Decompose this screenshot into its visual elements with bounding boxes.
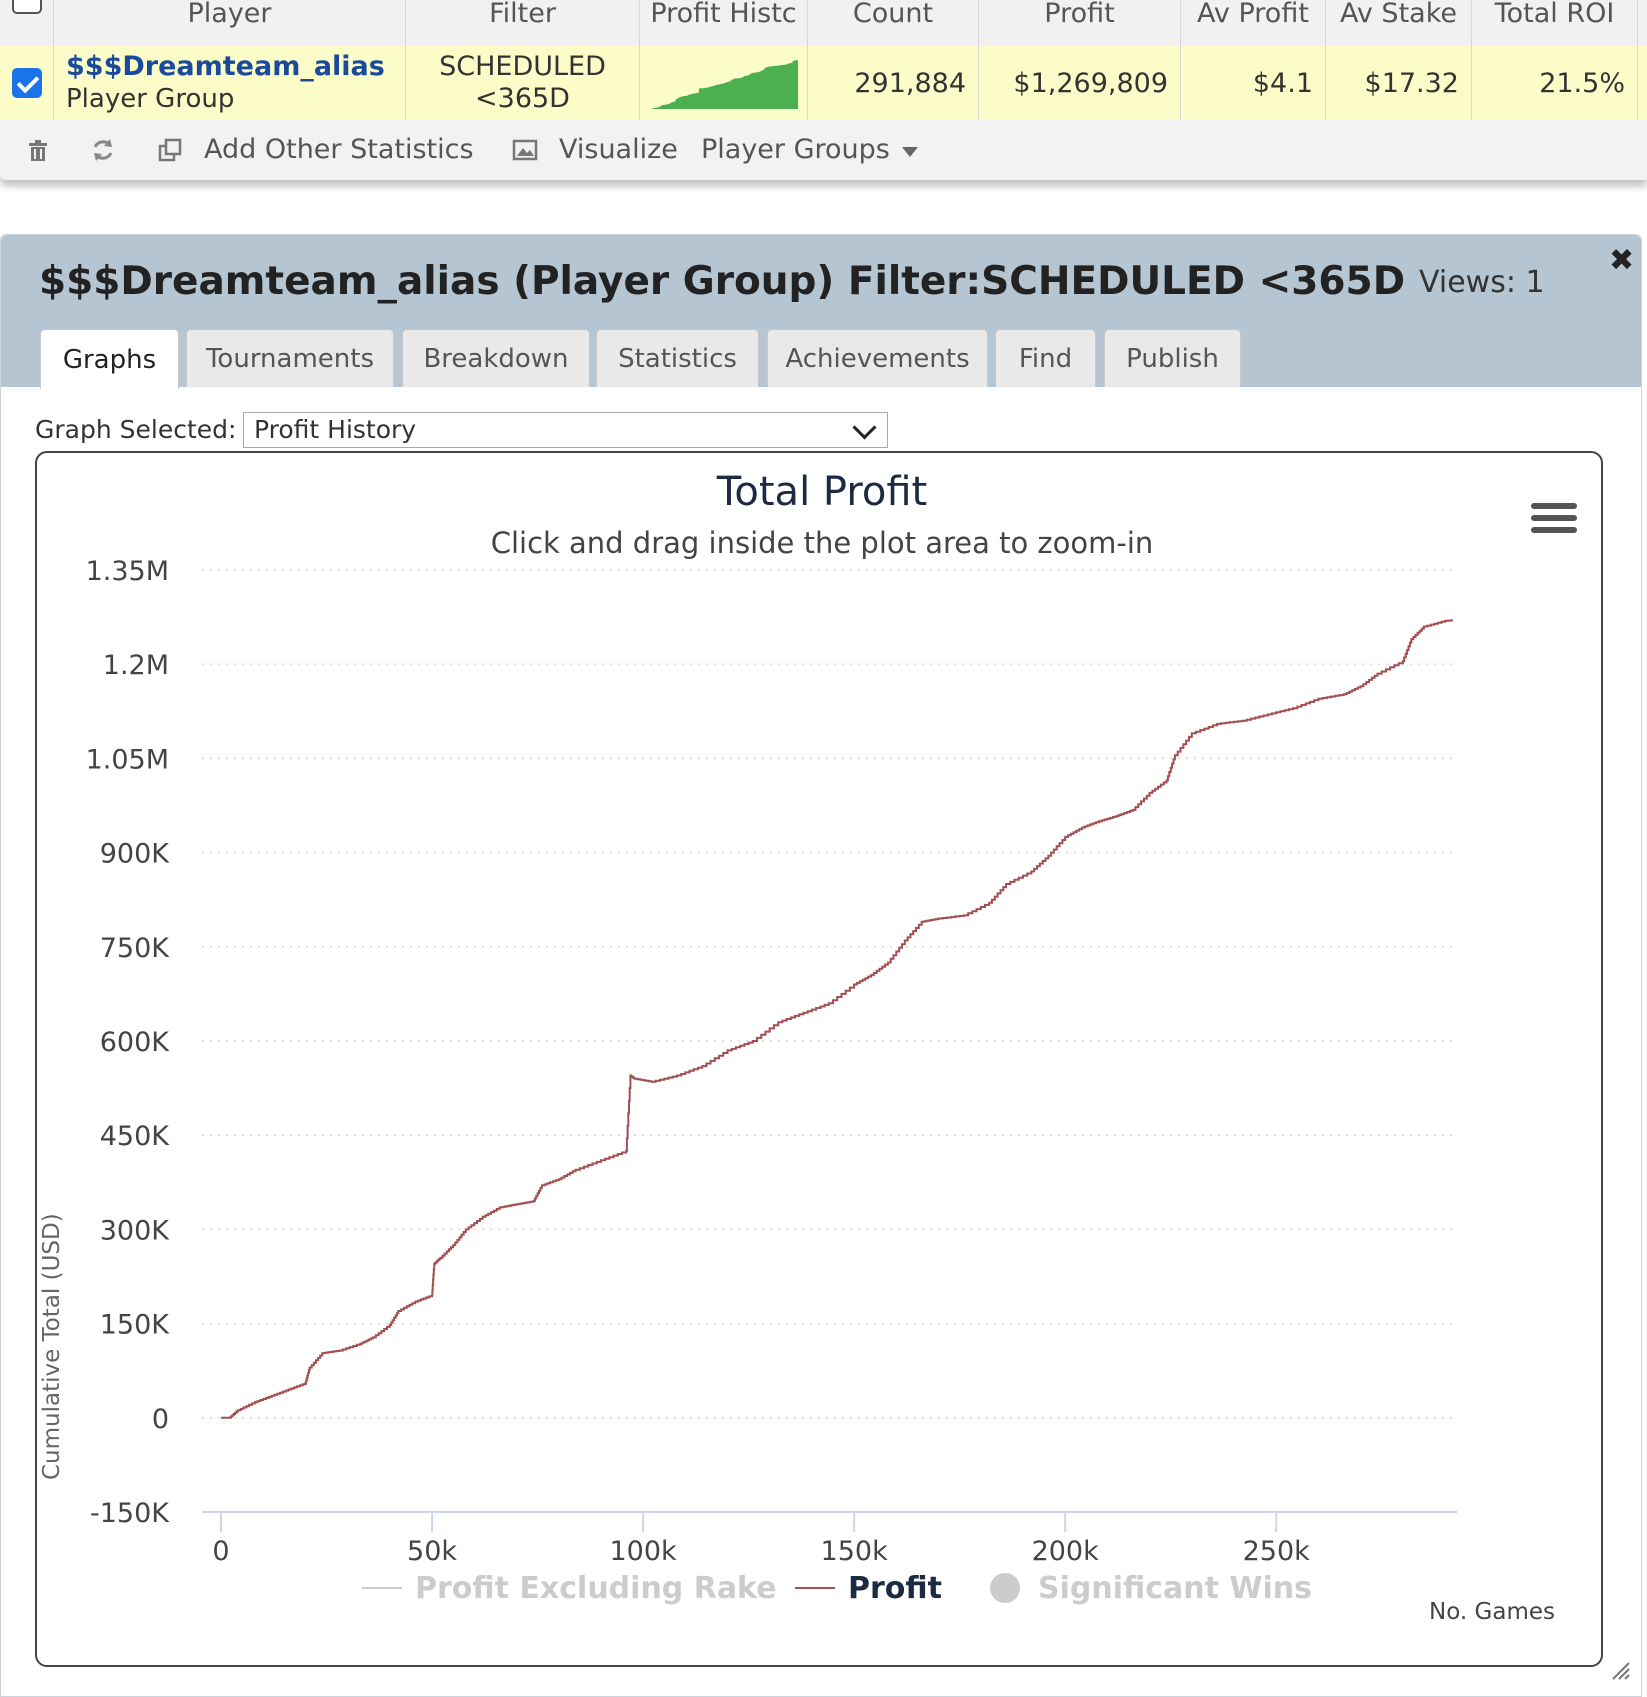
table-row[interactable]: $$$Dreamteam_alias Player Group SCHEDULE…	[0, 46, 1647, 120]
count-value: 291,884	[808, 46, 979, 120]
column-header-profit[interactable]: Profit	[979, 0, 1181, 46]
x-tick-label: 200k	[1032, 1536, 1100, 1567]
y-tick-label: 450K	[100, 1121, 171, 1152]
image-icon[interactable]	[512, 137, 538, 163]
x-tick-label: 50k	[407, 1536, 457, 1567]
av-profit-value: $4.1	[1181, 46, 1326, 120]
table-header-row: Player Filter Profit Histc Count Profit …	[0, 0, 1647, 47]
x-tick-label: 250k	[1243, 1536, 1311, 1567]
row-checkbox[interactable]	[11, 68, 42, 98]
legend: Profit Excluding Rake Profit Significant…	[362, 1571, 1312, 1606]
column-header-count[interactable]: Count	[808, 0, 979, 46]
profit-history-cell	[640, 46, 808, 120]
tab-breakdown[interactable]: Breakdown	[402, 329, 590, 387]
y-tick-label: 0	[152, 1404, 169, 1435]
y-tick-label: 150K	[100, 1310, 171, 1341]
player-cell: $$$Dreamteam_alias Player Group	[54, 46, 406, 120]
resize-handle-icon[interactable]	[1609, 1659, 1631, 1681]
legend-item-profit[interactable]: Profit	[848, 1571, 942, 1606]
filter-line-2: <365D	[475, 83, 570, 114]
x-axis-title: No. Games	[1429, 1599, 1555, 1625]
sparkline-area	[649, 60, 798, 109]
results-table: Player Filter Profit Histc Count Profit …	[0, 0, 1647, 180]
column-header-av-stake[interactable]: Av Stake	[1326, 0, 1472, 46]
y-tick-label: 900K	[100, 839, 171, 870]
tab-achievements[interactable]: Achievements	[767, 329, 988, 387]
trash-icon[interactable]	[25, 137, 51, 163]
y-tick-label: 1.05M	[86, 744, 169, 775]
profit-chart[interactable]: -150K 0 150K 300K 450K 600K 750K 900K 1.05M 1.2M 1…	[37, 453, 1601, 1665]
add-stats-icon[interactable]	[157, 137, 183, 163]
graph-selected-label: Graph Selected:	[35, 415, 237, 444]
legend-significant-wins-symbol	[990, 1573, 1020, 1603]
select-all-checkbox[interactable]	[11, 0, 42, 14]
select-all-cell	[0, 0, 54, 46]
refresh-icon[interactable]	[90, 137, 116, 163]
tab-statistics[interactable]: Statistics	[596, 329, 759, 387]
y-tick-label: -150K	[90, 1498, 170, 1529]
visualize-button[interactable]: Visualize	[559, 134, 678, 165]
y-tick-label: 300K	[100, 1215, 171, 1246]
legend-item-profit-excluding-rake[interactable]: Profit Excluding Rake	[415, 1571, 777, 1606]
chart-container[interactable]: -150K 0 150K 300K 450K 600K 750K 900K 1.05M 1.2M 1…	[35, 451, 1603, 1667]
menu-icon[interactable]	[1531, 503, 1577, 533]
filter-cell: SCHEDULED <365D	[406, 46, 640, 120]
graph-select-value: Profit History	[254, 415, 417, 444]
chevron-down-icon	[852, 415, 877, 440]
tab-publish[interactable]: Publish	[1104, 329, 1241, 387]
tab-graphs[interactable]: Graphs	[40, 329, 179, 389]
caret-down-icon[interactable]	[902, 147, 918, 157]
chart-title: Total Profit	[716, 469, 927, 515]
x-tick-label: 100k	[609, 1536, 677, 1567]
total-roi-value: 21.5%	[1472, 46, 1638, 120]
y-tick-label: 600K	[100, 1027, 171, 1058]
tab-tournaments[interactable]: Tournaments	[186, 329, 394, 387]
y-tick-label: 750K	[100, 933, 171, 964]
column-header-filter[interactable]: Filter	[406, 0, 640, 46]
player-groups-dropdown[interactable]: Player Groups	[701, 134, 890, 165]
chart-subtitle: Click and drag inside the plot area to z…	[491, 526, 1154, 560]
panel-title: $$$Dreamteam_alias (Player Group) Filter…	[39, 259, 1406, 304]
y-tick-label: 1.35M	[86, 556, 169, 587]
profit-value: $1,269,809	[979, 46, 1181, 120]
panel-header: $$$Dreamteam_alias (Player Group) Filter…	[1, 235, 1641, 389]
tab-find[interactable]: Find	[995, 329, 1096, 387]
x-tick-label: 150k	[821, 1536, 889, 1567]
table-toolbar: Add Other Statistics Visualize Player Gr…	[0, 120, 1647, 180]
column-header-total-roi[interactable]: Total ROI	[1472, 0, 1638, 46]
profit-series-line[interactable]	[221, 619, 1453, 1419]
y-tick-label: 1.2M	[103, 650, 169, 681]
y-axis-title: Cumulative Total (USD)	[39, 1213, 65, 1480]
x-tick-label: 0	[212, 1536, 229, 1567]
add-other-statistics-button[interactable]: Add Other Statistics	[204, 134, 474, 165]
player-name-link[interactable]: $$$Dreamteam_alias	[66, 51, 385, 82]
av-stake-value: $17.32	[1326, 46, 1472, 120]
legend-item-significant-wins[interactable]: Significant Wins	[1038, 1571, 1312, 1606]
profit-sparkline	[649, 60, 798, 109]
column-header-av-profit[interactable]: Av Profit	[1181, 0, 1326, 46]
views-count: Views: 1	[1419, 265, 1545, 300]
row-select-cell	[0, 46, 54, 120]
graph-select-dropdown[interactable]: Profit History	[243, 412, 888, 448]
player-type: Player Group	[66, 84, 235, 114]
detail-panel: $$$Dreamteam_alias (Player Group) Filter…	[0, 234, 1642, 1697]
column-header-player[interactable]: Player	[54, 0, 406, 46]
close-icon[interactable]: ✖	[1609, 243, 1635, 278]
filter-line-1: SCHEDULED	[439, 51, 606, 82]
column-header-profit-history[interactable]: Profit Histc	[640, 0, 808, 46]
